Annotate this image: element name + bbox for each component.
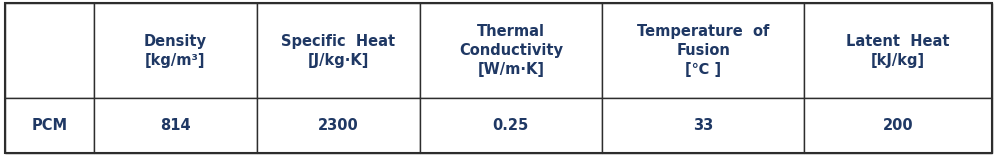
Text: 33: 33 <box>693 118 714 133</box>
Bar <box>5 3 94 98</box>
Text: Specific  Heat
[J/kg·K]: Specific Heat [J/kg·K] <box>281 34 395 68</box>
Bar <box>256 3 420 98</box>
Bar <box>602 3 805 98</box>
Bar <box>805 98 992 153</box>
Text: 814: 814 <box>160 118 190 133</box>
Text: Thermal
Conductivity
[W/m·K]: Thermal Conductivity [W/m·K] <box>459 24 563 77</box>
Bar <box>94 3 256 98</box>
Text: 0.25: 0.25 <box>493 118 529 133</box>
Text: Density
[kg/m³]: Density [kg/m³] <box>144 34 206 68</box>
Bar <box>94 98 256 153</box>
Text: Temperature  of
Fusion
[℃ ]: Temperature of Fusion [℃ ] <box>637 24 770 77</box>
Text: Latent  Heat
[kJ/kg]: Latent Heat [kJ/kg] <box>846 34 950 68</box>
Bar <box>420 98 602 153</box>
Bar <box>256 98 420 153</box>
Text: PCM: PCM <box>31 118 68 133</box>
Bar <box>602 98 805 153</box>
Bar <box>805 3 992 98</box>
Bar <box>420 3 602 98</box>
Bar <box>5 98 94 153</box>
Text: 2300: 2300 <box>318 118 359 133</box>
Text: 200: 200 <box>883 118 913 133</box>
